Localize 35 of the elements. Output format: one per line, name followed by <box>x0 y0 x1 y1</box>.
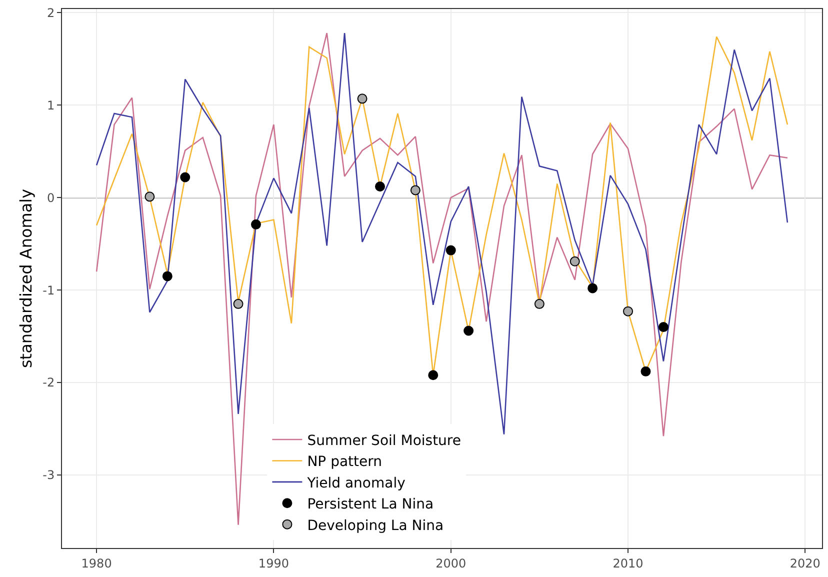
legend-label: Persistent La Nina <box>307 496 434 513</box>
y-tick-label: -3 <box>42 468 55 482</box>
x-tick-label: 2020 <box>790 556 820 570</box>
point <box>144 192 155 202</box>
legend-label: Developing La Nina <box>307 518 444 534</box>
x-tick-label: 2000 <box>436 556 466 570</box>
point <box>233 298 244 309</box>
point <box>658 322 668 332</box>
y-tick-label: 0 <box>46 190 55 205</box>
legend-label: Yield anomaly <box>306 475 406 492</box>
line-series <box>96 32 788 435</box>
point <box>588 283 598 294</box>
y-tick-label: -2 <box>42 376 55 390</box>
point <box>640 366 651 376</box>
y-tick-label: 2 <box>46 6 55 20</box>
legend-label: Summer Soil Moisture <box>307 432 461 449</box>
y-axis-title: standardized Anomaly <box>16 188 36 368</box>
x-tick-label: 1990 <box>258 556 289 570</box>
point <box>428 370 438 380</box>
point <box>162 271 172 282</box>
y-tick-label: 1 <box>46 98 55 112</box>
point <box>570 256 580 266</box>
x-tick-label: 2010 <box>612 556 644 570</box>
point <box>534 298 544 309</box>
legend-label: NP pattern <box>307 454 382 470</box>
point <box>375 182 385 192</box>
point <box>464 326 474 336</box>
point <box>623 306 634 316</box>
x-tick-label: 1980 <box>81 556 112 570</box>
point <box>357 94 368 104</box>
y-tick-label: -1 <box>42 283 55 298</box>
point <box>446 245 456 256</box>
point <box>250 219 261 230</box>
point <box>180 172 190 182</box>
point <box>410 185 420 196</box>
